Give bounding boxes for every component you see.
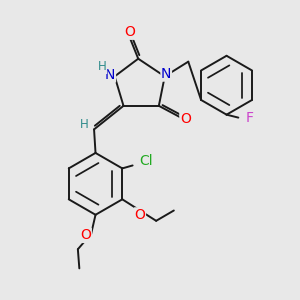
- Text: Cl: Cl: [140, 154, 153, 168]
- Text: F: F: [245, 111, 253, 125]
- Text: O: O: [134, 208, 146, 222]
- Text: H: H: [98, 61, 107, 74]
- Text: O: O: [180, 112, 191, 126]
- Text: N: N: [105, 68, 116, 82]
- Text: O: O: [124, 25, 135, 39]
- Text: O: O: [80, 228, 91, 242]
- Text: N: N: [161, 67, 171, 81]
- Text: H: H: [80, 118, 89, 130]
